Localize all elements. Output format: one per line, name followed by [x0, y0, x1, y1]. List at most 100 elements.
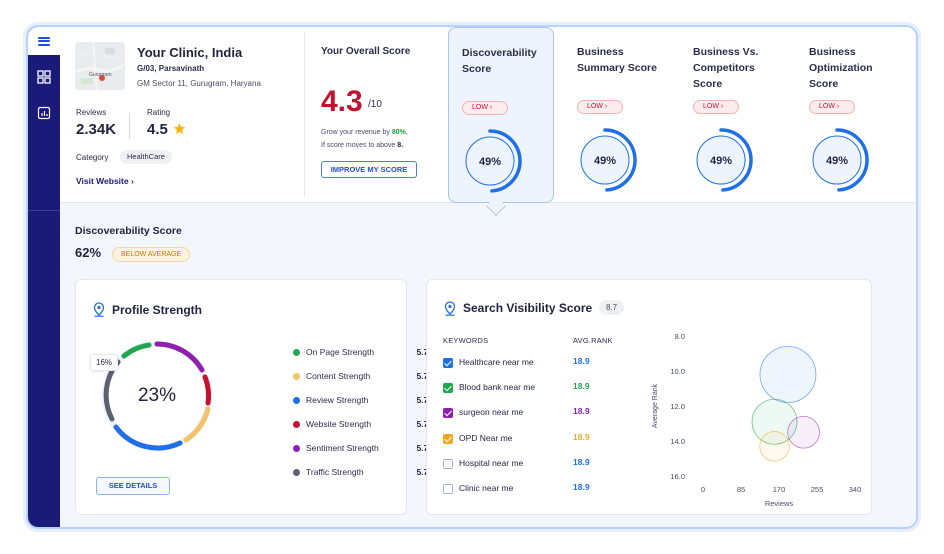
keyword-checkbox[interactable]: [443, 484, 453, 494]
legend-dot: [293, 397, 300, 404]
y-tick-label: 12.0: [670, 402, 685, 411]
keyword-checkbox[interactable]: [443, 383, 453, 394]
dashboard-window: Gurugram Your Clinic, India G/03, Parsav…: [26, 25, 918, 529]
category-label: Category: [76, 153, 109, 162]
keyword-label: surgeon near me: [459, 407, 524, 418]
score-card[interactable]: Business Vs. Competitors Score LOW › 49%: [680, 27, 786, 203]
chevron-right-icon: ›: [489, 104, 493, 111]
strength-name: Website Strength: [306, 419, 372, 429]
keyword-checkbox[interactable]: [443, 458, 453, 469]
reviews-value: 2.34K: [76, 121, 117, 138]
sentiment-arc: [154, 341, 205, 373]
x-tick-label: 255: [811, 485, 824, 494]
legend-dot: [293, 349, 300, 356]
keyword-label: Healthcare near me: [459, 357, 534, 367]
sidebar: [28, 27, 60, 527]
keyword-row: Blood bank near me 18.9: [443, 381, 613, 397]
keyword-checkbox[interactable]: [443, 408, 453, 419]
below-average-badge: BELOW AVERAGE: [112, 247, 191, 262]
category-pill: HealthCare: [120, 150, 172, 164]
clinic-address-line2: GM Sector 11, Gurugram, Haryana: [137, 79, 261, 88]
score-card[interactable]: Business Optimization Score LOW › 49%: [796, 27, 902, 203]
improve-score-button[interactable]: IMPROVE MY SCORE: [321, 161, 417, 178]
score-level-label: LOW: [819, 103, 835, 110]
strength-legend-item: Review Strength 5.78: [293, 394, 433, 408]
content-arc: [183, 406, 211, 443]
chevron-right-icon: ›: [836, 103, 840, 110]
strength-name: Sentiment Strength: [306, 443, 379, 453]
visit-website-link[interactable]: Visit Website ›: [76, 176, 134, 186]
keyword-checkbox[interactable]: [443, 358, 453, 368]
menu-button[interactable]: [28, 27, 60, 55]
y-tick-label: 10.0: [670, 367, 685, 376]
dashboard-grid-icon[interactable]: [36, 69, 52, 85]
discoverability-title: Discoverability Score: [75, 225, 182, 237]
review-arc: [113, 424, 183, 451]
stats-divider: [129, 113, 130, 139]
strength-value: 5.78: [416, 347, 433, 357]
gauge-percent-label: 49%: [479, 156, 501, 168]
grow-revenue-text: Grow your revenue by 80%, If score moves…: [321, 129, 408, 149]
bubble-point[interactable]: [759, 431, 790, 462]
legend-dot: [293, 445, 300, 452]
score-card-title: Discoverability Score: [462, 47, 537, 75]
keyword-rank: 18.9: [573, 456, 590, 467]
visit-website-label: Visit Website: [76, 176, 129, 186]
gauge-percent-label: 49%: [826, 155, 848, 167]
discoverability-value: 62%: [75, 245, 102, 260]
keyword-rank: 18.9: [573, 431, 590, 442]
strength-legend-item: Content Strength 5.78: [293, 370, 433, 384]
y-tick-label: 16.0: [670, 472, 685, 481]
keyword-row: Clinic near me 18.9: [443, 482, 613, 498]
score-gauge: 49%: [812, 128, 869, 192]
y-axis-label: Average Rank: [652, 383, 659, 428]
search-visibility-title: Search Visibility Score: [463, 301, 593, 315]
grow-target: 8.: [397, 142, 404, 149]
chevron-right-icon: ›: [130, 176, 134, 186]
score-card[interactable]: Business Summary Score LOW › 49%: [564, 27, 670, 203]
keyword-row: Hospital near me 18.9: [443, 457, 613, 473]
score-level-label: LOW: [587, 103, 603, 110]
gauge-inner-circle: [465, 136, 515, 186]
gauge-progress-arc: [835, 128, 869, 192]
gauge-progress-arc: [719, 128, 753, 192]
gauge-progress-arc: [488, 129, 522, 193]
strength-name: Review Strength: [306, 395, 369, 405]
score-level-badge: LOW ›: [809, 100, 855, 114]
chevron-right-icon: ›: [604, 103, 608, 110]
keyword-label: Blood bank near me: [459, 382, 536, 393]
score-card-title: Business Summary Score: [577, 46, 657, 74]
gauge-inner-circle: [812, 135, 862, 185]
score-gauge: 49%: [465, 129, 522, 193]
overall-score-outof: /10: [368, 99, 382, 110]
strength-legend-item: Sentiment Strength 5.78: [293, 442, 433, 456]
x-tick-label: 0: [701, 485, 705, 494]
score-level-label: LOW: [703, 103, 719, 110]
keyword-checkbox[interactable]: [443, 433, 453, 444]
column-divider: [304, 33, 305, 197]
gauge-percent-label: 49%: [710, 155, 732, 167]
gauge-inner-circle: [696, 135, 746, 185]
bubble-point[interactable]: [759, 346, 817, 403]
see-details-button[interactable]: SEE DETAILS: [96, 477, 170, 495]
x-tick-label: 340: [849, 485, 862, 494]
strength-value: 5.78: [416, 443, 433, 453]
x-tick-label: 85: [737, 485, 745, 494]
hamburger-icon: [38, 36, 50, 46]
score-gauge: 49%: [580, 128, 637, 192]
score-card[interactable]: Discoverability Score LOW › 49%: [448, 27, 554, 203]
rank-reviews-bubble-chart: 8.0 10.0 12.0 14.0 16.0 0 85 170 255 340 Reviews Av…: [652, 332, 862, 508]
bubble-point[interactable]: [751, 398, 798, 445]
rating-label: Rating: [147, 108, 171, 117]
avg-rank-column-header: AVG.RANK: [573, 336, 613, 345]
gauge-inner-circle: [580, 135, 630, 185]
bubble-point[interactable]: [787, 415, 820, 449]
strength-value: 5.78: [416, 419, 433, 429]
donut-callout: 16%: [90, 354, 119, 371]
reviews-label: Reviews: [76, 108, 107, 117]
score-level-label: LOW: [472, 104, 488, 111]
score-level-badge: LOW ›: [693, 100, 739, 114]
grow-text-2: If score moves to above: [321, 142, 398, 149]
reports-chart-icon[interactable]: [36, 105, 52, 121]
rating-value: 4.5: [147, 121, 168, 138]
